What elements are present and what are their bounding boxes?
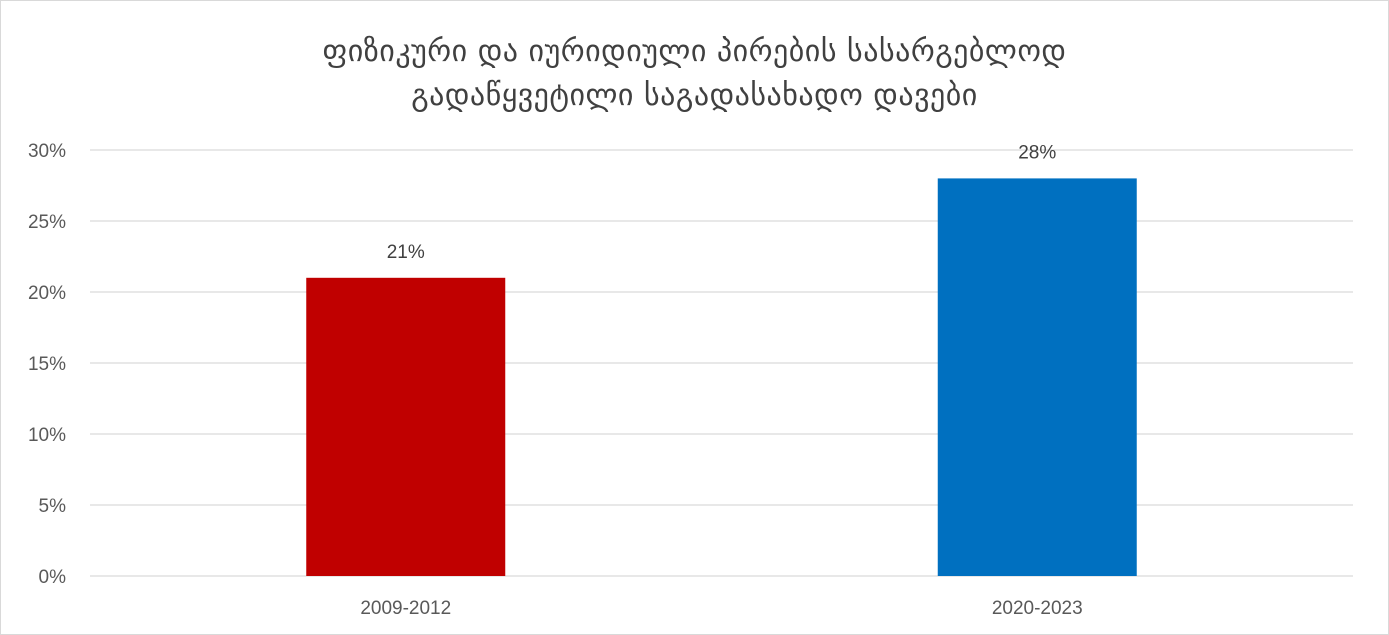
chart-title-line-2: გადაწყვეტილი საგადასახადო დავები — [411, 78, 978, 113]
y-tick-label: 15% — [28, 354, 66, 375]
y-tick-label: 10% — [28, 425, 66, 446]
data-label: 21% — [387, 242, 425, 263]
x-category-label: 2009-2012 — [360, 598, 451, 619]
y-tick-label: 25% — [28, 212, 66, 233]
x-category-label: 2020-2023 — [992, 598, 1083, 619]
y-axis-tick-labels: 0% 5% 10% 15% 20% 25% 30% — [28, 141, 66, 588]
x-axis-category-labels: 2009-2012 2020-2023 — [360, 598, 1082, 619]
y-tick-label: 20% — [28, 283, 66, 304]
y-tick-label: 5% — [39, 496, 67, 517]
bars — [306, 178, 1137, 576]
bar-2009-2012 — [306, 277, 506, 576]
data-labels: 21% 28% — [387, 142, 1057, 262]
y-tick-label: 30% — [28, 141, 66, 162]
bar-2020-2023 — [937, 178, 1137, 576]
chart-title: ფიზიკური და იურიდიული პირების სასარგებლო… — [0, 30, 1389, 118]
data-label: 28% — [1018, 142, 1056, 163]
y-tick-label: 0% — [39, 567, 67, 588]
chart-title-line-1: ფიზიკური და იურიდიული პირების სასარგებლო… — [322, 34, 1067, 69]
gridlines — [90, 149, 1353, 577]
